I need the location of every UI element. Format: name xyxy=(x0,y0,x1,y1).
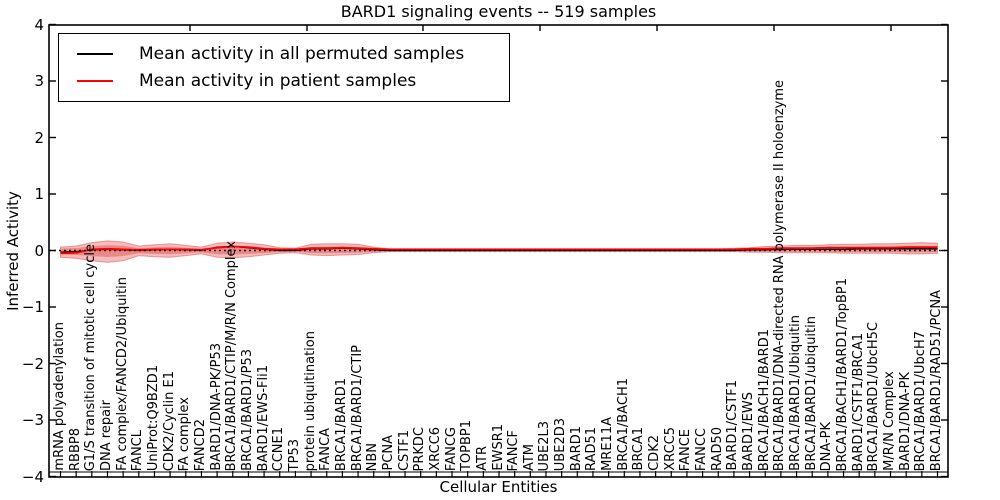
y-tick-label: −3 xyxy=(21,411,44,429)
y-tick-label: 0 xyxy=(34,241,44,260)
x-tick-label: BARD1/EWS-Fli1 xyxy=(255,364,271,472)
violin-band-outer xyxy=(60,240,938,263)
legend: Mean activity in all permuted samples Me… xyxy=(58,33,510,102)
x-tick-label: CDK2 xyxy=(647,435,663,471)
x-tick-label: PCNA xyxy=(380,435,396,471)
x-tick-label: UBE2L3 xyxy=(537,420,553,471)
x-tick-label: BRCA1/BARD1/P53 xyxy=(239,349,255,471)
x-tick-label: BARD1 xyxy=(568,425,584,471)
x-tick-label: ATM xyxy=(521,443,537,471)
legend-label: Mean activity in patient samples xyxy=(139,70,417,91)
x-tick-label: XRCC6 xyxy=(427,427,443,471)
x-tick-label: MRE11A xyxy=(600,417,616,471)
y-tick-label: −1 xyxy=(21,298,44,316)
x-tick-label: M/R/N Complex xyxy=(882,371,898,471)
permuted-line-swatch xyxy=(77,52,113,55)
x-tick-label: TP53 xyxy=(286,438,302,471)
patient-mean-line xyxy=(60,245,938,255)
x-tick-label: UBE2D3 xyxy=(553,417,569,471)
legend-item-permuted: Mean activity in all permuted samples xyxy=(59,40,509,67)
x-tick-label: BRCA1/BARD1 xyxy=(333,377,349,471)
y-tick-label: 3 xyxy=(34,72,44,90)
x-tick-label: BARD1/CSTF1/BRCA1 xyxy=(850,332,866,471)
x-tick-label: RAD50 xyxy=(709,427,725,471)
x-tick-label: BRCA1/BARD1/ubiquitin xyxy=(803,316,819,471)
x-tick-label: BRCA1 xyxy=(631,427,647,471)
x-tick-label: FANCL xyxy=(130,429,146,471)
y-tick-label: −4 xyxy=(21,467,44,486)
x-tick-label: FA complex/FANCD2/Ubiquitin xyxy=(114,277,130,471)
y-tick-label: 4 xyxy=(34,15,44,34)
x-tick-label: protein ubiquitination xyxy=(302,330,318,471)
x-tick-label: FANCD2 xyxy=(192,418,208,471)
x-tick-label: BRCA1/BARD1/DNA-directed RNA polymerase … xyxy=(772,79,788,471)
x-tick-label: BARD1/CSTF1 xyxy=(725,380,741,471)
x-tick-label: ATR xyxy=(474,446,490,471)
x-tick-label: FANCE xyxy=(678,428,694,471)
x-tick-label: DNA repair xyxy=(98,400,114,471)
legend-item-patient: Mean activity in patient samples xyxy=(59,67,509,94)
x-axis-label: Cellular Entities xyxy=(439,478,558,496)
x-tick-label: NBN xyxy=(365,442,381,471)
x-tick-label: BRCA1/BACH1/BARD1/TopBP1 xyxy=(835,277,851,471)
x-tick-label: RAD51 xyxy=(584,427,600,471)
x-tick-label: CSTF1 xyxy=(396,429,412,471)
x-tick-label: FANCA xyxy=(318,428,334,471)
x-tick-label: BRCA1/BACH1 xyxy=(615,378,631,471)
x-tick-label: UniProt:Q9BZD1 xyxy=(145,364,161,471)
x-tick-label: DNA-PK xyxy=(819,421,835,471)
x-tick-label: BRCA1/BARD1/Ubiquitin xyxy=(788,315,804,471)
x-tick-label: BRCA1/BARD1/UbcH7 xyxy=(913,330,929,471)
x-tick-label: PRKDC xyxy=(412,426,428,471)
x-tick-label: G1/S transition of mitotic cell cycle xyxy=(83,243,99,471)
x-tick-label: BRCA1/BARD1/RAD51/PCNA xyxy=(929,289,944,471)
x-tick-label: BRCA1/BARD1/CTIP/M/R/N Complex xyxy=(224,240,240,471)
x-tick-label: FA complex xyxy=(177,396,193,471)
y-tick-label: 2 xyxy=(34,128,44,147)
x-tick-label: BARD1/DNA-PK/P53 xyxy=(208,343,224,471)
legend-label: Mean activity in all permuted samples xyxy=(139,43,465,64)
x-tick-label: CCNE1 xyxy=(271,426,287,471)
x-tick-label: BRCA1/BARD1/CTIP xyxy=(349,344,365,471)
x-tick-label: BARD1/DNA-PK xyxy=(897,372,913,471)
x-tick-label: XRCC5 xyxy=(662,427,678,471)
x-tick-label: EWSR1 xyxy=(490,424,506,471)
y-tick-label: −2 xyxy=(21,354,44,373)
x-tick-label: BRCA1/BACH1/BARD1 xyxy=(756,328,772,471)
x-tick-label: FANCF xyxy=(506,429,522,471)
x-tick-label: mRNA polyadenylation xyxy=(52,322,67,471)
x-tick-label: TOPBP1 xyxy=(459,419,475,471)
x-tick-label: RBBP8 xyxy=(67,428,83,471)
x-tick-label: CDK2/Cyclin E1 xyxy=(161,370,177,471)
y-tick-label: 1 xyxy=(34,185,44,203)
x-tick-label: FANCC xyxy=(694,427,710,471)
patient-line-swatch xyxy=(77,79,113,82)
x-tick-label: BARD1/EWS xyxy=(741,392,757,471)
x-tick-label: FANCG xyxy=(443,426,459,471)
chart-title: BARD1 signaling events -- 519 samples xyxy=(340,2,657,21)
x-tick-label: BRCA1/BARD1/UbcH5C xyxy=(866,321,882,471)
